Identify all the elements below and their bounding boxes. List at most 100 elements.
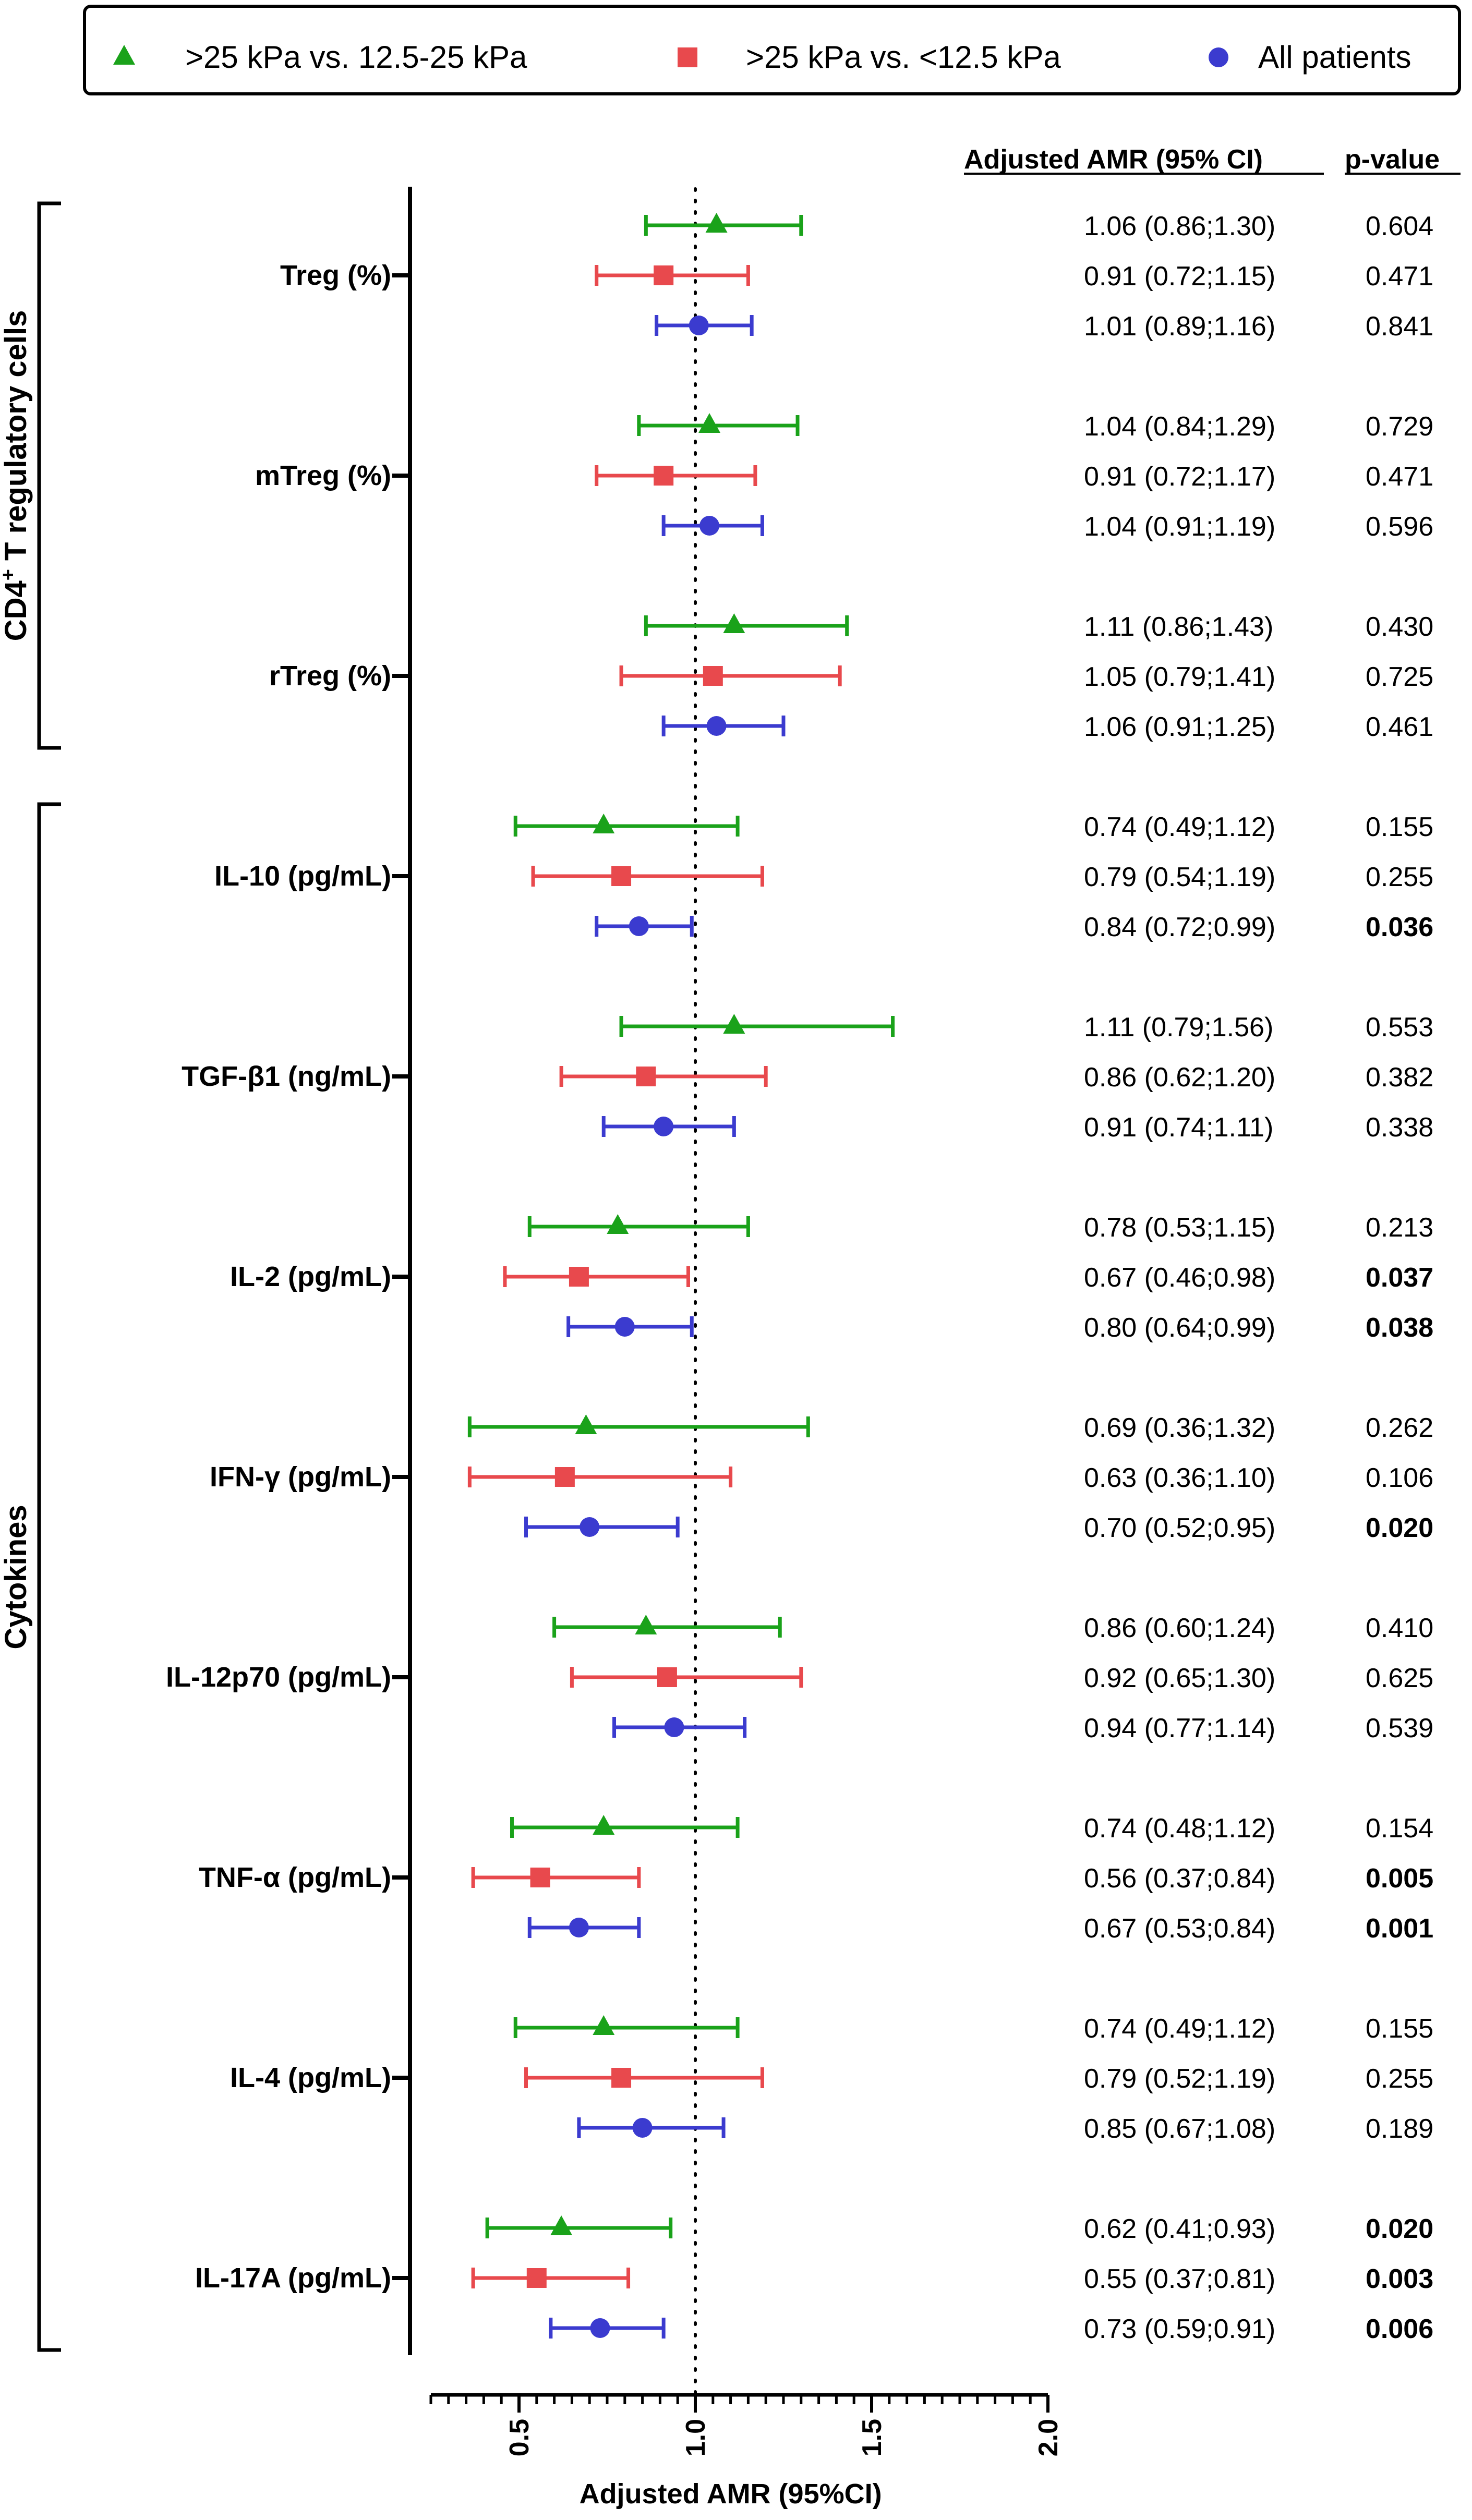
estimate-point-circle xyxy=(699,516,720,536)
estimate-point-square xyxy=(611,866,632,886)
estimate-point-circle xyxy=(569,1918,589,1937)
group-brackets: CD4+ T regulatory cells Cytokines xyxy=(0,201,61,2352)
row-label: IL-2 (pg/mL) xyxy=(230,1261,391,1292)
forest-row: TGF-β1 (ng/mL) 1.11 (0.79;1.56) 0.553 0.86 … xyxy=(182,1012,1433,1143)
estimate-point-triangle xyxy=(575,1414,597,1434)
estimate-point-triangle xyxy=(635,1615,657,1634)
forest-row: Treg (%) 1.06 (0.86;1.30) 0.604 0.91 (0.72;… xyxy=(280,211,1433,342)
estimate-point-triangle xyxy=(698,413,721,433)
amr-value: 1.11 (0.86;1.43) xyxy=(1084,612,1273,642)
p-value: 0.553 xyxy=(1366,1012,1433,1043)
amr-value: 0.78 (0.53;1.15) xyxy=(1084,1213,1275,1243)
p-value: 0.255 xyxy=(1366,2064,1433,2094)
estimate-point-triangle xyxy=(550,2215,573,2235)
amr-value: 0.86 (0.60;1.24) xyxy=(1084,1613,1275,1643)
forest-row: mTreg (%) 1.04 (0.84;1.29) 0.729 0.91 (0.72… xyxy=(255,411,1433,542)
amr-value: 1.05 (0.79;1.41) xyxy=(1084,662,1275,692)
amr-value: 0.92 (0.65;1.30) xyxy=(1084,1663,1275,1693)
p-value: 0.213 xyxy=(1366,1213,1433,1243)
forest-row: IL-10 (pg/mL) 0.74 (0.49;1.12) 0.155 0.79 (… xyxy=(214,812,1433,942)
x-tick-label: 1.5 xyxy=(857,2419,887,2456)
p-value: 0.036 xyxy=(1366,912,1433,942)
row-label: IL-10 (pg/mL) xyxy=(214,861,391,892)
p-value: 0.005 xyxy=(1366,1863,1433,1894)
estimate-point-square xyxy=(657,1667,677,1687)
estimate-point-square xyxy=(611,2068,632,2088)
p-value: 0.729 xyxy=(1366,411,1433,442)
amr-value: 0.56 (0.37;0.84) xyxy=(1084,1863,1275,1894)
x-tick-label: 0.5 xyxy=(504,2419,535,2456)
row-label: rTreg (%) xyxy=(269,660,391,692)
row-label: Treg (%) xyxy=(280,260,391,291)
legend-marker-triangle xyxy=(113,45,135,65)
p-value: 0.471 xyxy=(1366,261,1433,292)
group-label-name: CD4 xyxy=(0,580,33,641)
p-value: 0.461 xyxy=(1366,712,1433,742)
p-value: 0.155 xyxy=(1366,812,1433,842)
p-value: 0.382 xyxy=(1366,1062,1433,1093)
estimate-point-square xyxy=(703,666,723,686)
group-bracket xyxy=(37,802,61,2352)
legend: >25 kPa vs. 12.5-25 kPa >25 kPa vs. <12.5… xyxy=(83,5,1461,95)
estimate-point-triangle xyxy=(705,213,728,233)
amr-value: 1.06 (0.86;1.30) xyxy=(1084,211,1275,241)
estimate-point-circle xyxy=(614,1317,635,1337)
p-value: 0.155 xyxy=(1366,2014,1433,2044)
x-tick-label: 1.0 xyxy=(681,2419,711,2456)
p-value: 0.471 xyxy=(1366,462,1433,492)
amr-value: 0.70 (0.52;0.95) xyxy=(1084,1513,1275,1543)
forest-rows: Treg (%) 1.06 (0.86;1.30) 0.604 0.91 (0.72;… xyxy=(166,211,1433,2344)
p-value: 0.430 xyxy=(1366,612,1433,642)
x-axis-title: Adjusted AMR (95%CI) xyxy=(580,2478,882,2510)
x-tick-label: 2.0 xyxy=(1033,2419,1064,2456)
p-value: 0.003 xyxy=(1366,2264,1433,2294)
amr-value: 1.06 (0.91;1.25) xyxy=(1084,712,1275,742)
estimate-point-triangle xyxy=(723,1014,745,1034)
p-value: 0.338 xyxy=(1366,1112,1433,1143)
estimate-point-triangle xyxy=(723,613,745,633)
p-value: 0.539 xyxy=(1366,1713,1433,1743)
legend-box xyxy=(83,5,1461,95)
forest-row: IL-12p70 (pg/mL) 0.86 (0.60;1.24) 0.410 0.9… xyxy=(166,1613,1433,1743)
legend-marker-square xyxy=(678,47,697,67)
forest-row: TNF-α (pg/mL) 0.74 (0.48;1.12) 0.154 0.56 (… xyxy=(199,1813,1433,1944)
row-label: TNF-α (pg/mL) xyxy=(199,1862,391,1893)
p-value: 0.841 xyxy=(1366,311,1433,342)
p-value: 0.154 xyxy=(1366,1813,1433,1844)
amr-value: 1.01 (0.89;1.16) xyxy=(1084,311,1275,342)
legend-label: All patients xyxy=(1258,40,1411,75)
p-value: 0.725 xyxy=(1366,662,1433,692)
amr-value: 0.74 (0.49;1.12) xyxy=(1084,2014,1275,2044)
amr-value: 0.86 (0.62;1.20) xyxy=(1084,1062,1275,1093)
row-label: IL-12p70 (pg/mL) xyxy=(166,1662,391,1693)
group-label: Cytokines xyxy=(0,1505,33,1649)
amr-value: 1.11 (0.79;1.56) xyxy=(1084,1012,1273,1043)
forest-row: IL-2 (pg/mL) 0.78 (0.53;1.15) 0.213 0.67 (0… xyxy=(230,1213,1433,1343)
estimate-point-square xyxy=(636,1067,656,1086)
column-headers: Adjusted AMR (95% CI) p-value xyxy=(964,144,1461,175)
estimate-point-triangle xyxy=(593,814,615,833)
p-value: 0.255 xyxy=(1366,862,1433,892)
amr-value: 1.04 (0.91;1.19) xyxy=(1084,512,1275,542)
estimate-point-triangle xyxy=(607,1214,629,1234)
estimate-point-circle xyxy=(664,1717,684,1737)
row-label: TGF-β1 (ng/mL) xyxy=(182,1061,391,1092)
legend-label: >25 kPa vs. <12.5 kPa xyxy=(746,40,1061,75)
row-label: IL-17A (pg/mL) xyxy=(195,2262,391,2294)
legend-label: >25 kPa vs. 12.5-25 kPa xyxy=(185,40,527,75)
row-label: IL-4 (pg/mL) xyxy=(230,2062,391,2093)
p-value: 0.604 xyxy=(1366,211,1433,241)
p-value: 0.106 xyxy=(1366,1463,1433,1493)
estimate-point-square xyxy=(554,1467,575,1487)
amr-value: 0.79 (0.52;1.19) xyxy=(1084,2064,1275,2094)
amr-value: 0.67 (0.46;0.98) xyxy=(1084,1263,1275,1293)
amr-value: 0.85 (0.67;1.08) xyxy=(1084,2114,1275,2144)
amr-value: 0.91 (0.72;1.17) xyxy=(1084,462,1275,492)
group-label: CD4+ T regulatory cells xyxy=(0,310,33,641)
estimate-point-circle xyxy=(654,1117,674,1136)
amr-value: 0.73 (0.59;0.91) xyxy=(1084,2314,1275,2344)
p-value: 0.625 xyxy=(1366,1663,1433,1693)
amr-value: 0.74 (0.48;1.12) xyxy=(1084,1813,1275,1844)
estimate-point-circle xyxy=(632,2118,653,2138)
amr-value: 0.55 (0.37;0.81) xyxy=(1084,2264,1275,2294)
